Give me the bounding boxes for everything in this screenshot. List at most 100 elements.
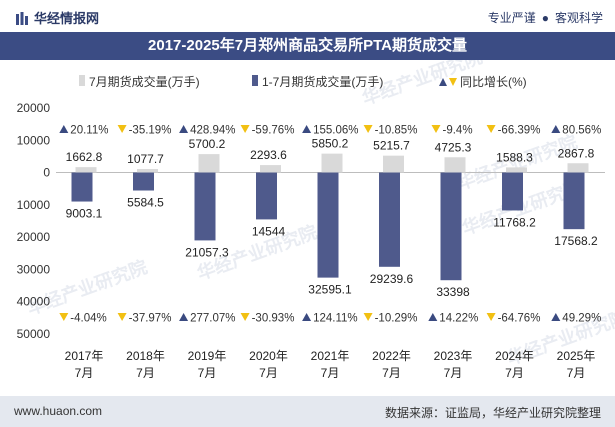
growth-cumulative-down-icon: [363, 313, 373, 321]
tag-left: 专业严谨: [487, 11, 536, 25]
bar-cumulative: [256, 172, 277, 220]
legend-label: 1-7月期货成交量(万手): [262, 74, 383, 89]
bar-monthly: [444, 157, 466, 173]
data-labels: 1662.8 9003.1 1077.7 5584.5 5700.2 21057.3 229…: [66, 137, 598, 300]
bar-cumulative: [502, 172, 523, 211]
growth-monthly-down-icon: [486, 125, 496, 133]
data-label-monthly: 2293.6: [250, 148, 287, 162]
bar-cumulative: [440, 172, 462, 281]
growth-monthly-down-icon: [117, 125, 127, 133]
growth-cumulative-label: -4.04%: [70, 313, 106, 325]
growth-cumulative-up-icon: [551, 313, 561, 321]
growth-cumulative-label: -10.29%: [375, 313, 418, 325]
growth-monthly-label: 20.11%: [70, 125, 108, 137]
x-tick-label: 7月: [567, 366, 586, 380]
data-label-monthly: 2867.8: [558, 146, 595, 160]
footer: www.huaon.com 数据来源：证监局，华经产业研究院整理: [0, 396, 615, 427]
logo-icon: [16, 12, 28, 25]
data-label-monthly: 5700.2: [189, 137, 226, 151]
data-label-cumulative: 5584.5: [127, 196, 164, 210]
bar-cumulative: [563, 172, 585, 230]
data-label-monthly: 1662.8: [66, 150, 103, 164]
growth-monthly-up-icon: [59, 125, 69, 133]
bar-cumulative: [379, 172, 400, 267]
y-tick-label: 20000: [17, 101, 51, 115]
growth-monthly-down-icon: [431, 125, 441, 133]
y-tick-label: 30000: [17, 262, 51, 276]
x-tick-label: 7月: [505, 366, 524, 380]
growth-cumulative-down-icon: [486, 313, 496, 321]
x-tick-label: 7月: [382, 366, 401, 380]
y-tick-label: 50000: [17, 327, 51, 341]
x-tick-label: 2020年: [249, 349, 288, 363]
legend: 7月期货成交量(万手) 1-7月期货成交量(万手) 同比增长(%): [79, 74, 527, 89]
legend-item: 同比增长(%): [439, 75, 527, 89]
legend-swatch: [252, 75, 258, 86]
data-label-monthly: 1077.7: [127, 152, 164, 166]
growth-cumulative-up-icon: [302, 313, 312, 321]
growth-cumulative-down-icon: [59, 313, 69, 321]
x-axis: 2017年 7月 2018年 7月 2019年 7月 2020年 7月 2021年 7月 2022年…: [65, 349, 596, 380]
bar-monthly: [321, 153, 343, 173]
x-tick-label: 2021年: [311, 349, 350, 363]
growth-markers: 20.11% -4.04% -35.19% -37.97% 428.94% 277.07%…: [59, 125, 601, 325]
header-tags: 专业严谨 ● 客观科学: [488, 9, 603, 26]
data-label-monthly: 1588.3: [496, 150, 533, 164]
bars: [71, 153, 589, 281]
x-tick-label: 2017年: [65, 349, 104, 363]
x-tick-label: 2024年: [495, 349, 534, 363]
growth-cumulative-label: 49.29%: [562, 313, 601, 325]
y-tick-label: 20000: [17, 230, 51, 244]
y-tick-label: 0: [43, 166, 50, 180]
tag-right: 客观科学: [554, 11, 603, 25]
growth-monthly-label: -59.76%: [252, 125, 295, 137]
data-label-cumulative: 17568.2: [554, 234, 598, 248]
legend-swatch: [79, 75, 85, 86]
x-tick-label: 2025年: [557, 349, 596, 363]
top-bar: 华经情报网 专业严谨 ● 客观科学: [0, 0, 615, 32]
data-label-cumulative: 14544: [252, 224, 286, 238]
x-tick-label: 2018年: [126, 349, 165, 363]
x-tick-label: 7月: [198, 366, 217, 380]
chart-area: 华经产业研究院华经产业研究院华经产业研究院华经产业研究院华经产业研究院华经产业研…: [17, 60, 615, 380]
growth-monthly-down-icon: [240, 125, 250, 133]
bar-monthly: [506, 167, 527, 173]
footer-source: 数据来源：证监局，华经产业研究院整理: [384, 406, 601, 420]
growth-monthly-down-icon: [363, 125, 373, 133]
growth-cumulative-label: -64.76%: [498, 313, 541, 325]
y-tick-label: 10000: [17, 198, 51, 212]
brand: 华经情报网: [16, 8, 99, 27]
bar-monthly: [75, 167, 97, 173]
chart-title: 2017-2025年7月郑州商品交易所PTA期货成交量: [0, 32, 615, 60]
growth-cumulative-label: 14.22%: [439, 313, 478, 325]
growth-monthly-up-icon: [179, 125, 189, 133]
bar-cumulative: [194, 172, 216, 241]
bar-cumulative: [133, 172, 154, 191]
x-tick-label: 7月: [259, 366, 278, 380]
y-axis: 20000 10000 0 10000 20000 30000 40000 50000: [17, 101, 605, 341]
growth-monthly-label: -9.4%: [443, 125, 473, 137]
footer-url: www.huaon.com: [14, 404, 103, 418]
growth-cumulative-down-icon: [240, 313, 250, 321]
legend-swatch-down: [449, 78, 457, 86]
bar-cumulative: [71, 172, 93, 202]
growth-cumulative-label: -37.97%: [129, 313, 172, 325]
x-tick-label: 2022年: [372, 349, 411, 363]
x-tick-label: 7月: [136, 366, 155, 380]
growth-cumulative-label: 124.11%: [313, 313, 358, 325]
legend-swatch-up: [439, 78, 447, 86]
growth-cumulative-label: 277.07%: [190, 313, 235, 325]
tag-separator: ●: [541, 11, 549, 25]
growth-cumulative-label: -30.93%: [252, 313, 295, 325]
data-label-monthly: 4725.3: [435, 140, 472, 154]
legend-item: 1-7月期货成交量(万手): [252, 74, 383, 89]
x-tick-label: 7月: [321, 366, 340, 380]
growth-monthly-up-icon: [302, 125, 312, 133]
legend-item: 7月期货成交量(万手): [79, 74, 200, 89]
x-tick-label: 2023年: [434, 349, 473, 363]
data-label-cumulative: 33398: [436, 285, 470, 299]
legend-label: 同比增长(%): [460, 75, 527, 89]
data-label-cumulative: 11768.2: [493, 215, 536, 229]
y-tick-label: 10000: [17, 133, 51, 147]
